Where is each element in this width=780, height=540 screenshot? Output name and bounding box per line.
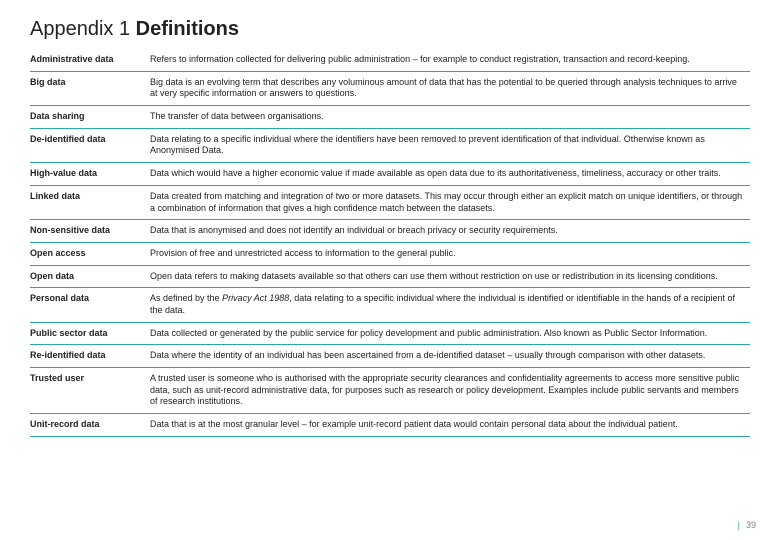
table-row: Personal dataAs defined by the Privacy A… [30, 288, 750, 322]
title-bold: Definitions [136, 18, 239, 40]
term-cell: Open access [30, 242, 150, 265]
term-cell: Open data [30, 265, 150, 288]
def-pre: As defined by the [150, 293, 222, 303]
definition-cell: Refers to information collected for deli… [150, 49, 750, 71]
table-row: High-value dataData which would have a h… [30, 163, 750, 186]
definition-cell: A trusted user is someone who is authori… [150, 368, 750, 414]
definition-cell: Data that is at the most granular level … [150, 414, 750, 437]
table-row: De-identified dataData relating to a spe… [30, 128, 750, 162]
table-row: Linked dataData created from matching an… [30, 185, 750, 219]
table-row: Re-identified dataData where the identit… [30, 345, 750, 368]
definition-cell: The transfer of data between organisatio… [150, 106, 750, 129]
page-number-value: 39 [746, 520, 756, 530]
term-cell: Big data [30, 71, 150, 105]
term-cell: High-value data [30, 163, 150, 186]
term-cell: Trusted user [30, 368, 150, 414]
table-row: Unit-record dataData that is at the most… [30, 414, 750, 437]
table-row: Administrative dataRefers to information… [30, 49, 750, 71]
definition-cell: As defined by the Privacy Act 1988, data… [150, 288, 750, 322]
term-cell: Data sharing [30, 106, 150, 129]
term-cell: De-identified data [30, 128, 150, 162]
term-cell: Non-sensitive data [30, 220, 150, 243]
table-row: Big dataBig data is an evolving term tha… [30, 71, 750, 105]
definition-cell: Data that is anonymised and does not ide… [150, 220, 750, 243]
definition-cell: Data relating to a specific individual w… [150, 128, 750, 162]
definitions-table: Administrative dataRefers to information… [30, 49, 750, 437]
definition-cell: Data which would have a higher economic … [150, 163, 750, 186]
table-row: Public sector dataData collected or gene… [30, 322, 750, 345]
definition-cell: Big data is an evolving term that descri… [150, 71, 750, 105]
term-cell: Personal data [30, 288, 150, 322]
page-title: Appendix 1 Definitions [30, 18, 750, 41]
table-row: Open dataOpen data refers to making data… [30, 265, 750, 288]
page-number-bar: | [738, 520, 740, 530]
definition-cell: Data where the identity of an individual… [150, 345, 750, 368]
page-number: | 39 [738, 520, 756, 530]
table-row: Trusted userA trusted user is someone wh… [30, 368, 750, 414]
term-cell: Linked data [30, 185, 150, 219]
table-row: Open accessProvision of free and unrestr… [30, 242, 750, 265]
term-cell: Administrative data [30, 49, 150, 71]
definition-cell: Data created from matching and integrati… [150, 185, 750, 219]
definition-cell: Open data refers to making datasets avai… [150, 265, 750, 288]
def-italic: Privacy Act 1988 [222, 293, 289, 303]
table-row: Non-sensitive dataData that is anonymise… [30, 220, 750, 243]
table-row: Data sharingThe transfer of data between… [30, 106, 750, 129]
term-cell: Unit-record data [30, 414, 150, 437]
title-prefix: Appendix 1 [30, 18, 136, 40]
term-cell: Re-identified data [30, 345, 150, 368]
term-cell: Public sector data [30, 322, 150, 345]
definition-cell: Data collected or generated by the publi… [150, 322, 750, 345]
definition-cell: Provision of free and unrestricted acces… [150, 242, 750, 265]
